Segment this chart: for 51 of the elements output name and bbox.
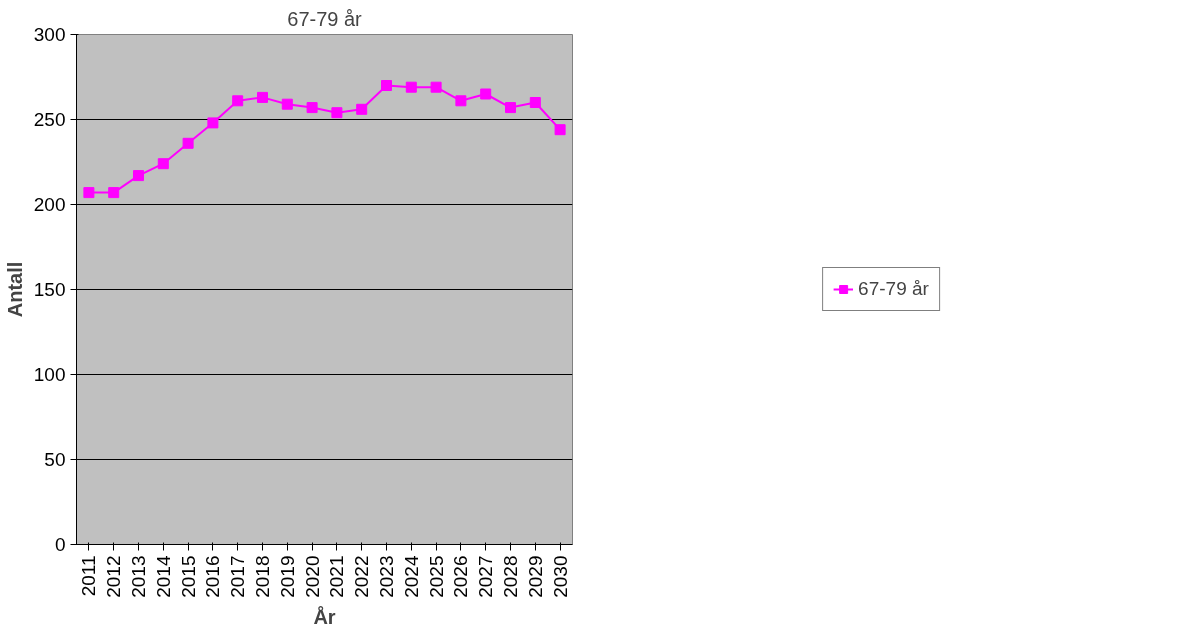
point — [207, 117, 219, 129]
x-tick-label: 2022 — [351, 555, 373, 598]
point — [381, 80, 392, 91]
y-tick-label: 250 — [33, 109, 66, 130]
legend-label: 67-79 år — [858, 278, 929, 300]
x-tick-label: 2020 — [301, 555, 323, 598]
x-tick-label: 2012 — [103, 555, 125, 598]
x-tick-label: 2018 — [252, 555, 273, 598]
x-tick-label: 2017 — [227, 555, 249, 598]
y-tick-label: 100 — [33, 364, 66, 385]
point — [405, 81, 417, 93]
point — [430, 81, 442, 93]
point — [281, 98, 293, 110]
x-tick-label: 2024 — [400, 555, 422, 598]
x-tick-label: 2019 — [276, 555, 298, 598]
y-tick-label: 150 — [33, 279, 66, 300]
point — [529, 97, 541, 108]
point — [232, 95, 244, 107]
y-tick-label: 300 — [33, 24, 66, 45]
point — [554, 124, 566, 136]
x-tick-label: 2027 — [475, 555, 497, 598]
point — [108, 187, 120, 199]
point — [480, 88, 492, 100]
point — [331, 107, 343, 119]
point — [83, 187, 95, 199]
point — [455, 95, 467, 107]
point — [182, 137, 194, 149]
x-axis-title: År — [313, 604, 336, 628]
x-tick-label: 2029 — [524, 555, 546, 598]
point — [505, 102, 516, 114]
x-tick-label: 2021 — [326, 555, 348, 598]
x-tick-label: 2015 — [177, 555, 199, 598]
x-tick-label: 2030 — [549, 555, 571, 598]
point — [133, 170, 144, 182]
x-tick-label: 2011 — [78, 555, 100, 597]
point — [306, 102, 318, 114]
point — [257, 91, 268, 103]
point — [157, 158, 169, 170]
x-tick-label: 2028 — [500, 555, 521, 598]
x-tick-label: 2026 — [450, 555, 472, 598]
x-tick-label: 2013 — [128, 555, 149, 598]
chart-title: 67-79 år — [287, 7, 363, 30]
x-tick-label: 2016 — [202, 555, 224, 598]
x-tick-label: 2023 — [376, 555, 397, 598]
y-tick-label: 0 — [54, 534, 66, 555]
y-tick-label: 200 — [33, 194, 66, 215]
x-tick-label: 2014 — [152, 555, 174, 598]
y-tick-label: 50 — [44, 449, 66, 470]
point — [356, 103, 368, 115]
y-axis-title: Antall — [3, 261, 26, 318]
x-tick-label: 2025 — [425, 555, 447, 598]
